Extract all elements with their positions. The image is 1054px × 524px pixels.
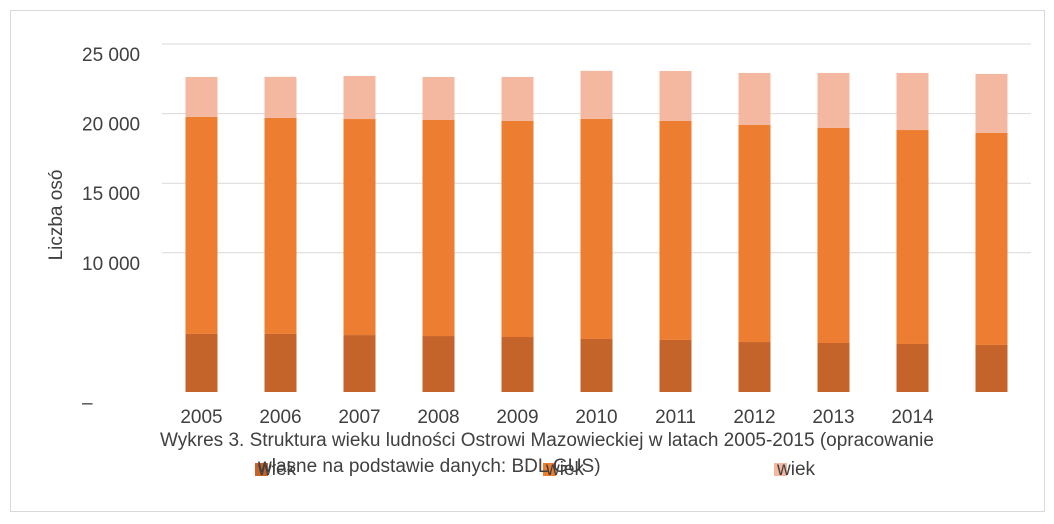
bar-segment [817, 127, 850, 344]
y-tick-label: 15 000 [82, 184, 140, 205]
bar-segment [580, 70, 613, 119]
bar-segment [659, 120, 692, 340]
x-tick-label: 2010 [575, 407, 617, 428]
legend-label: wiek [545, 459, 585, 480]
bar-segment [738, 342, 771, 392]
bar-segment [975, 73, 1008, 133]
bar-segment [580, 118, 613, 339]
bar-segment [185, 333, 218, 392]
bar-segment [264, 117, 297, 334]
bar-segment [501, 76, 534, 121]
bar-segment [264, 76, 297, 118]
y-tick-label: 25 000 [82, 45, 140, 66]
bar-segment [422, 336, 455, 392]
bar-segment [738, 125, 771, 343]
x-tick-label: 2009 [496, 407, 538, 428]
bar-segment [185, 76, 218, 117]
x-tick-label: 2012 [733, 407, 775, 428]
bar-segment [343, 119, 376, 336]
bar-segment [896, 72, 929, 131]
y-tick-label: – [82, 393, 93, 414]
bar-segment [185, 116, 218, 334]
bar-segment [659, 71, 692, 121]
bar-segment [501, 337, 534, 392]
bar-segment [975, 344, 1008, 392]
x-tick-label: 2006 [259, 407, 301, 428]
bar-segment [817, 72, 850, 128]
bar-segment [343, 76, 376, 120]
bar-segment [896, 343, 929, 392]
bar-segment [817, 343, 850, 392]
bar-segment [659, 339, 692, 392]
x-tick-label: 2008 [417, 407, 459, 428]
legend-label: wiek [776, 459, 816, 480]
y-tick-label: 10 000 [82, 254, 140, 275]
bar-segment [580, 338, 613, 392]
legend-swatch [255, 463, 268, 476]
bar-segment [896, 130, 929, 344]
bar-segment [738, 72, 771, 126]
legend-swatch [774, 463, 787, 476]
bar-segment [501, 120, 534, 338]
x-tick-label: 2013 [812, 407, 854, 428]
x-tick-label: 2011 [655, 407, 696, 428]
y-tick-label: 20 000 [82, 115, 140, 136]
x-tick-label: 2007 [338, 407, 380, 428]
legend-swatch [543, 463, 556, 476]
x-tick-label: 2005 [180, 407, 222, 428]
y-axis-label: Liczba osó [46, 170, 67, 261]
bar-segment [343, 335, 376, 392]
legend-label: wiek [257, 459, 297, 480]
bar-segment [975, 132, 1008, 345]
chart-title: Wykres 3. Struktura wieku ludności Ostro… [160, 430, 934, 477]
x-tick-label: 2014 [891, 407, 934, 428]
bar-segment [422, 120, 455, 337]
bar-segment [264, 333, 297, 392]
bar-segment [422, 76, 455, 121]
